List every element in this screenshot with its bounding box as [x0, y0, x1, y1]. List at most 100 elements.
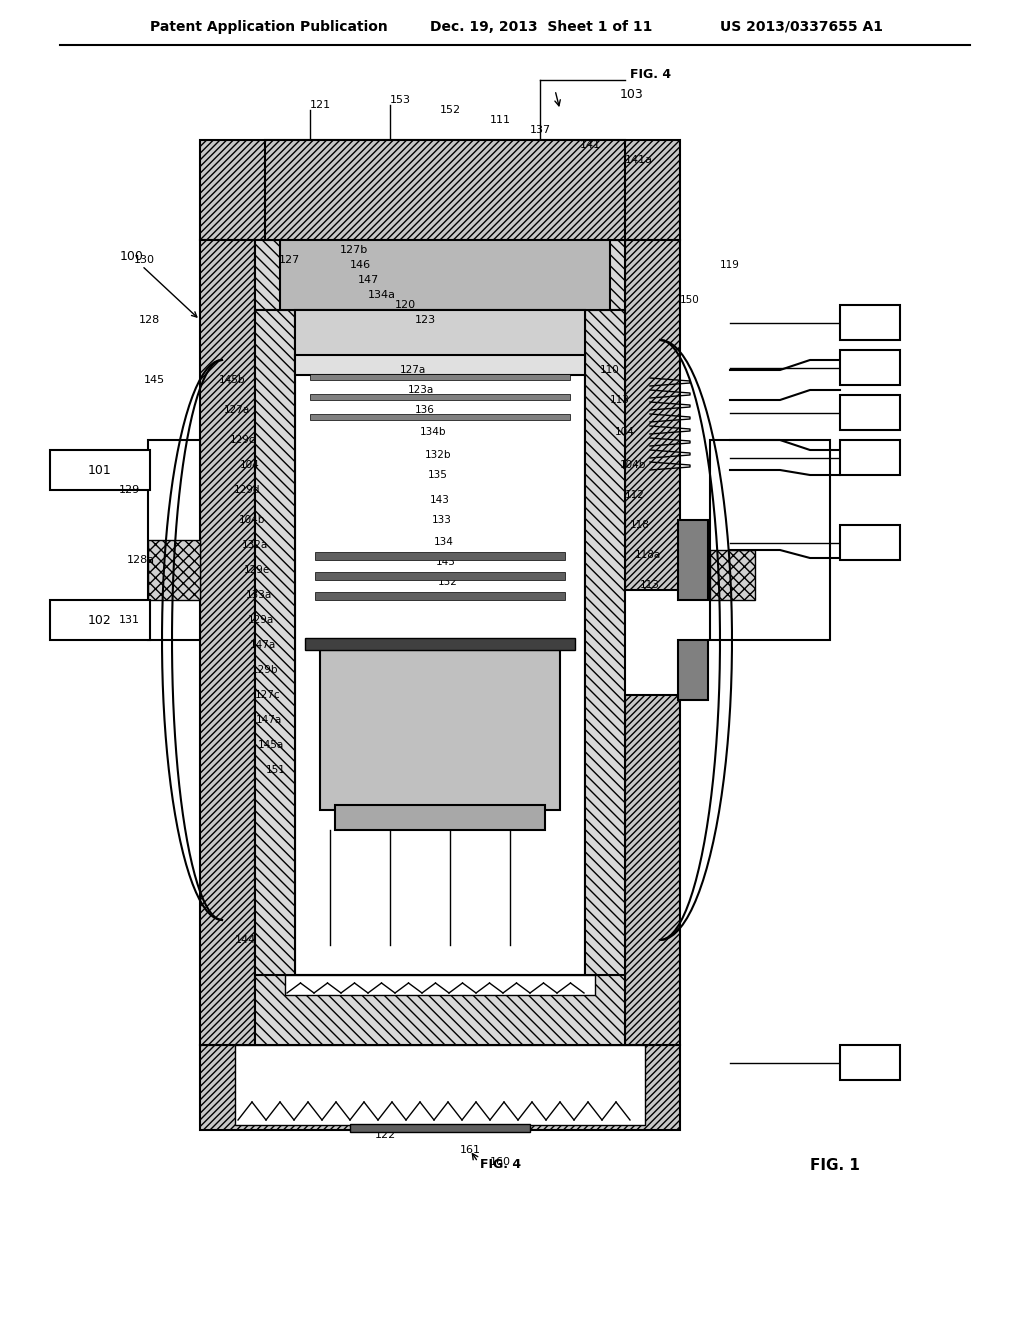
Bar	[315, 552, 565, 560]
Bar	[840, 440, 900, 475]
Bar	[710, 550, 755, 601]
Bar	[319, 649, 560, 810]
Bar	[255, 240, 625, 310]
Text: 119: 119	[720, 260, 740, 271]
Text: 120: 120	[395, 300, 416, 310]
Text: 150: 150	[858, 536, 882, 549]
Text: 161: 161	[460, 1144, 481, 1155]
Bar	[310, 393, 570, 400]
Bar	[305, 638, 575, 649]
Text: 129: 129	[119, 484, 140, 495]
Bar	[310, 414, 570, 420]
Bar	[255, 975, 625, 1045]
Text: 147a: 147a	[250, 640, 276, 649]
Text: 129b: 129b	[252, 665, 278, 675]
Text: 122: 122	[375, 1130, 396, 1140]
Text: 134b: 134b	[420, 426, 446, 437]
Bar	[280, 240, 610, 310]
Text: 141a: 141a	[625, 154, 653, 165]
Text: 104: 104	[241, 459, 260, 470]
Text: 134a: 134a	[368, 290, 396, 300]
Text: 118: 118	[630, 520, 650, 531]
Text: 169: 169	[858, 1056, 882, 1069]
Bar	[678, 520, 708, 601]
Text: 110: 110	[600, 366, 620, 375]
Bar	[315, 572, 565, 579]
Bar	[315, 591, 565, 601]
Text: 103: 103	[620, 88, 644, 102]
Text: 123a: 123a	[408, 385, 434, 395]
Text: 143: 143	[436, 557, 456, 568]
Text: 118a: 118a	[635, 550, 662, 560]
Text: 147: 147	[358, 275, 379, 285]
Text: 145a: 145a	[258, 741, 284, 750]
Bar	[50, 601, 150, 640]
Text: 127c: 127c	[254, 690, 280, 700]
Text: Patent Application Publication: Patent Application Publication	[150, 20, 388, 34]
Bar	[678, 640, 708, 700]
Text: 137: 137	[530, 125, 551, 135]
Text: 133a: 133a	[246, 590, 272, 601]
Text: 113: 113	[610, 395, 630, 405]
Text: 132b: 132b	[425, 450, 452, 459]
Text: Dec. 19, 2013  Sheet 1 of 11: Dec. 19, 2013 Sheet 1 of 11	[430, 20, 652, 34]
Text: 145: 145	[144, 375, 165, 385]
Bar	[710, 440, 830, 640]
Bar	[840, 305, 900, 341]
Bar	[350, 1125, 530, 1133]
Text: 139: 139	[858, 407, 882, 418]
Bar	[50, 450, 150, 490]
Text: 150: 150	[680, 294, 699, 305]
Text: FIG. 4: FIG. 4	[480, 1159, 521, 1172]
Bar	[840, 350, 900, 385]
Text: 144: 144	[234, 935, 256, 945]
Text: 128a: 128a	[127, 554, 155, 565]
Text: 138: 138	[858, 451, 882, 465]
Text: 128: 128	[138, 315, 160, 325]
Text: 152: 152	[440, 106, 461, 115]
Bar	[335, 805, 545, 830]
Text: 141: 141	[580, 140, 601, 150]
Bar	[295, 310, 585, 975]
Text: 102: 102	[88, 614, 112, 627]
Text: 104b: 104b	[239, 515, 265, 525]
Text: 127b: 127b	[340, 246, 369, 255]
Text: 132: 132	[438, 577, 458, 587]
Text: 133: 133	[432, 515, 452, 525]
Text: 127: 127	[279, 255, 300, 265]
Text: 147a: 147a	[256, 715, 282, 725]
Bar	[625, 696, 680, 1045]
Text: 130: 130	[134, 255, 155, 265]
Text: 151: 151	[266, 766, 286, 775]
Text: 129d: 129d	[233, 484, 260, 495]
Text: 136: 136	[415, 405, 435, 414]
Text: FIG. 1: FIG. 1	[810, 1158, 860, 1172]
Text: 129c: 129c	[229, 436, 255, 445]
Text: 127a: 127a	[224, 405, 250, 414]
Text: 129a: 129a	[248, 615, 274, 624]
Text: 100: 100	[120, 249, 197, 317]
Text: US 2013/0337655 A1: US 2013/0337655 A1	[720, 20, 883, 34]
Bar	[840, 1045, 900, 1080]
Text: 111: 111	[490, 115, 511, 125]
Text: 104b: 104b	[620, 459, 646, 470]
Bar	[285, 975, 595, 995]
Text: 129e: 129e	[244, 565, 270, 576]
Text: 104: 104	[615, 426, 635, 437]
Bar	[295, 310, 585, 360]
Text: 132a: 132a	[242, 540, 268, 550]
Bar	[148, 540, 200, 601]
Text: 135: 135	[428, 470, 447, 480]
Text: 101: 101	[88, 463, 112, 477]
Text: 127a: 127a	[400, 366, 426, 375]
Bar	[200, 240, 255, 1045]
Bar	[840, 525, 900, 560]
Bar	[310, 374, 570, 380]
Text: FIG. 4: FIG. 4	[630, 69, 671, 82]
Bar	[255, 310, 295, 975]
Text: 160: 160	[490, 1158, 511, 1167]
Bar	[200, 1045, 680, 1130]
Bar	[625, 240, 680, 590]
Bar	[585, 310, 625, 975]
Text: 153: 153	[390, 95, 411, 106]
